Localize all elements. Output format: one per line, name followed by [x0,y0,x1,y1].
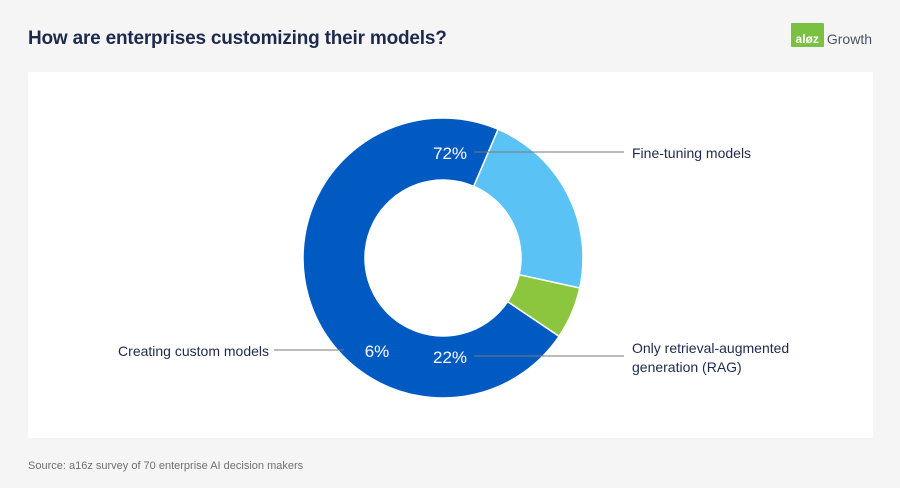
chart-title: How are enterprises customizing their mo… [28,28,447,49]
category-label-2: Creating custom models [118,343,269,359]
donut-slice-1 [472,128,584,289]
a16z-growth-logo: aløz Growth [790,20,872,50]
value-label-1: 22% [433,348,467,367]
logo-text: Growth [826,31,872,47]
donut-slice-0 [302,117,561,399]
donut-slice-2 [506,273,581,338]
value-label-0: 72% [433,144,467,163]
logo-badge: aløz [790,23,824,47]
category-label-0: Fine-tuning models [632,145,751,161]
value-label-2: 6% [365,342,390,361]
source-footnote: Source: a16z survey of 70 enterprise AI … [28,460,304,472]
category-label-1: Only retrieval-augmented generation (RAG) [632,340,789,375]
